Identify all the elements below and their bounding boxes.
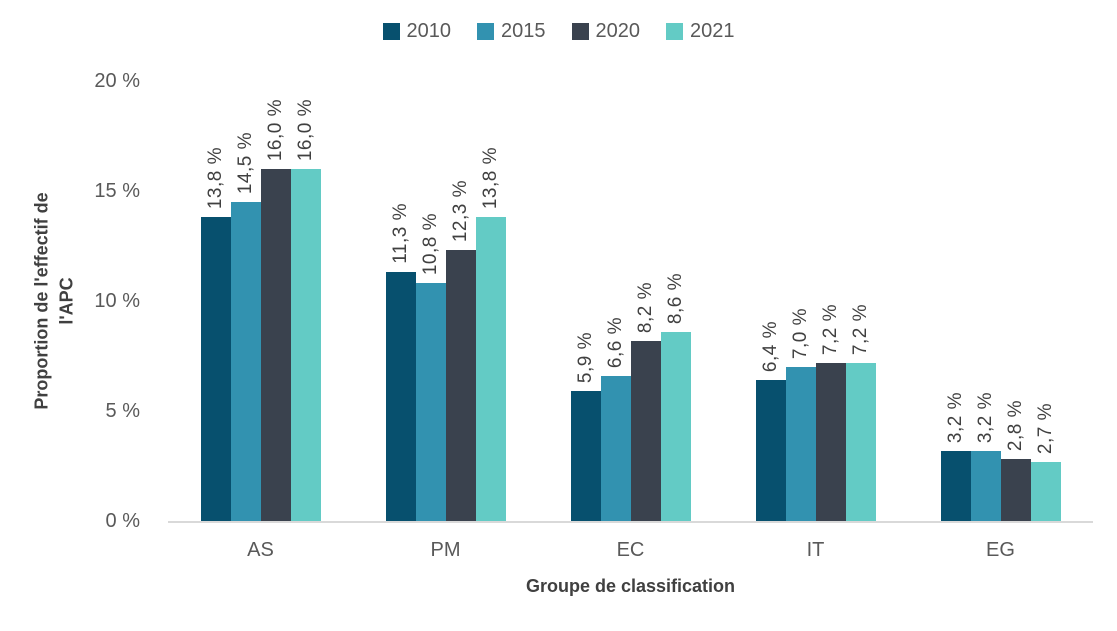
bar-label-EG-2010: 3,2 % [941,392,971,443]
bar-AS-2020 [261,169,291,521]
bar-label-text-EG-2020: 2,8 % [1005,399,1026,451]
legend-swatch-2020 [571,23,589,40]
bar-label-IT-2010: 6,4 % [756,321,786,372]
bar-EG-2015 [971,451,1001,521]
x-category-label-AS: AS [247,539,274,561]
bar-label-EC-2015: 6,6 % [601,317,631,368]
y-axis-tick-labels: 20 % 15 % 10 % 5 % 0 % [0,70,140,532]
bar-label-text-PM-2020: 12,3 % [450,179,471,242]
legend-swatch-2010 [382,23,400,40]
bar-EG-2020 [1001,459,1031,521]
bar-label-EC-2021: 8,6 % [661,273,691,324]
bar-label-text-EG-2010: 3,2 % [945,391,966,443]
bar-label-text-EC-2020: 8,2 % [635,281,656,333]
y-tick-label-5%: 5 % [105,400,140,422]
bar-label-AS-2021: 16,0 % [291,99,321,161]
bar-label-IT-2020: 7,2 % [816,304,846,355]
bar-PM-2020 [446,250,476,521]
bar-label-text-IT-2010: 6,4 % [760,320,781,372]
legend-label-2020: 2020 [595,20,641,42]
legend-label-2021: 2021 [690,20,735,42]
bar-EC-2015 [601,376,631,521]
legend-label-2010: 2010 [406,20,452,42]
bar-EC-2020 [631,341,661,521]
bar-label-text-IT-2020: 7,2 % [820,303,841,355]
y-tick-label-15%: 15 % [94,180,140,202]
legend: 2010 2015 2020 2021 [0,20,1117,43]
x-axis-title: Groupe de classification [525,576,736,596]
bar-label-text-PM-2021: 13,8 % [480,146,501,209]
bar-label-text-PM-2015: 10,8 % [420,212,441,275]
bar-EC-2010 [571,391,601,521]
bar-label-text-IT-2015: 7,0 % [790,307,811,359]
plot-area: 13,8 % 14,5 % 16,0 % 16,0 % 11,3 % 10,8 % 12,3… [168,81,1093,523]
y-tick-label-10%: 10 % [94,290,140,312]
bar-label-IT-2015: 7,0 % [786,308,816,359]
bar-label-PM-2015: 10,8 % [416,213,446,275]
bar-label-PM-2021: 13,8 % [476,147,506,209]
bar-EG-2021 [1031,462,1061,521]
bar-IT-2020 [816,363,846,521]
bar-PM-2015 [416,283,446,521]
bar-label-PM-2020: 12,3 % [446,180,476,242]
legend-item-2020: 2020 [571,20,641,43]
bar-IT-2015 [786,367,816,521]
bar-IT-2010 [756,380,786,521]
bar-label-text-EG-2021: 2,7 % [1035,402,1056,454]
bar-EC-2021 [661,332,691,521]
bar-label-text-IT-2021: 7,2 % [850,303,871,355]
bar-AS-2010 [201,217,231,521]
bar-label-PM-2010: 11,3 % [386,203,416,264]
bar-label-EG-2020: 2,8 % [1001,400,1031,451]
bar-label-EC-2010: 5,9 % [571,332,601,383]
bar-label-text-AS-2015: 14,5 % [235,131,256,194]
bar-AS-2015 [231,202,261,521]
bar-AS-2021 [291,169,321,521]
x-category-label-IT: IT [806,539,825,561]
x-category-label-EG: EG [986,539,1015,561]
bar-EG-2010 [941,451,971,521]
legend-item-2015: 2015 [477,20,546,43]
y-tick-label-20%: 20 % [94,70,140,92]
bar-label-EG-2021: 2,7 % [1031,403,1061,454]
bar-label-text-EC-2021: 8,6 % [665,272,686,324]
bar-PM-2021 [476,217,506,521]
bar-label-AS-2020: 16,0 % [261,99,291,161]
bar-label-EG-2015: 3,2 % [971,392,1001,443]
x-category-label-PM: PM [430,539,461,561]
legend-swatch-2015 [477,23,494,40]
x-axis-category-labels: AS PM EC IT EG [168,537,1093,563]
bar-label-text-EG-2015: 3,2 % [975,391,996,443]
x-category-label-EC: EC [616,539,645,561]
bar-label-AS-2015: 14,5 % [231,132,261,194]
legend-item-2010: 2010 [382,20,452,43]
bar-label-text-AS-2010: 13,8 % [205,146,226,209]
bar-label-text-EC-2010: 5,9 % [575,331,596,383]
bar-label-AS-2010: 13,8 % [201,147,231,209]
legend-item-2021: 2021 [666,20,735,43]
bar-PM-2010 [386,272,416,521]
legend-label-2015: 2015 [501,20,546,42]
legend-swatch-2021 [666,23,683,40]
bar-label-IT-2021: 7,2 % [846,304,876,355]
bar-IT-2021 [846,363,876,521]
bar-label-EC-2020: 8,2 % [631,282,661,333]
bar-label-text-EC-2015: 6,6 % [605,316,626,368]
bar-label-text-PM-2010: 11,3 % [390,203,411,264]
y-tick-label-0%: 0 % [105,510,140,532]
bar-label-text-AS-2021: 16,0 % [295,98,316,161]
bar-label-text-AS-2020: 16,0 % [265,98,286,161]
